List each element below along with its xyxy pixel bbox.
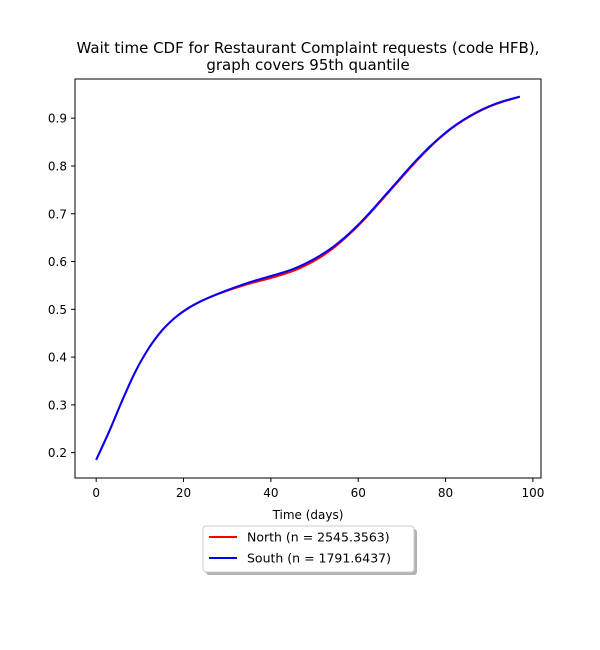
x-tick-label: 60 (351, 486, 366, 500)
legend-label-south: South (n = 1791.6437) (247, 551, 391, 566)
legend-label-north: North (n = 2545.3563) (247, 530, 390, 545)
chart-title-line-1: Wait time CDF for Restaurant Complaint r… (77, 39, 540, 57)
plot-frame (74, 78, 542, 479)
x-tick-label: 20 (176, 486, 191, 500)
x-tick-label: 40 (263, 486, 278, 500)
series-line-south (95, 95, 521, 461)
y-tick-label: 0.4 (48, 351, 67, 365)
y-tick-label: 0.7 (48, 207, 67, 221)
y-tick-label: 0.9 (48, 112, 67, 126)
x-axis-label: Time (days) (272, 508, 344, 522)
series-layer (95, 95, 521, 461)
y-tick-label: 0.6 (48, 255, 67, 269)
y-tick-label: 0.3 (48, 398, 67, 412)
x-tick-label: 0 (92, 486, 100, 500)
x-tick-label: 80 (438, 486, 453, 500)
x-tick-label: 100 (521, 486, 544, 500)
y-tick-label: 0.8 (48, 159, 67, 173)
chart-title-line-2: graph covers 95th quantile (206, 56, 409, 74)
y-tick-label: 0.5 (48, 303, 67, 317)
legend-box (202, 525, 415, 573)
legend: North (n = 2545.3563) South (n = 1791.64… (202, 525, 417, 575)
ticks-layer: 0 20 40 60 80 100 0.2 0.3 0.4 0.5 0.6 0.7 0.8 0.9 (48, 112, 544, 500)
y-tick-label: 0.2 (48, 446, 67, 460)
series-line-north (95, 95, 521, 461)
